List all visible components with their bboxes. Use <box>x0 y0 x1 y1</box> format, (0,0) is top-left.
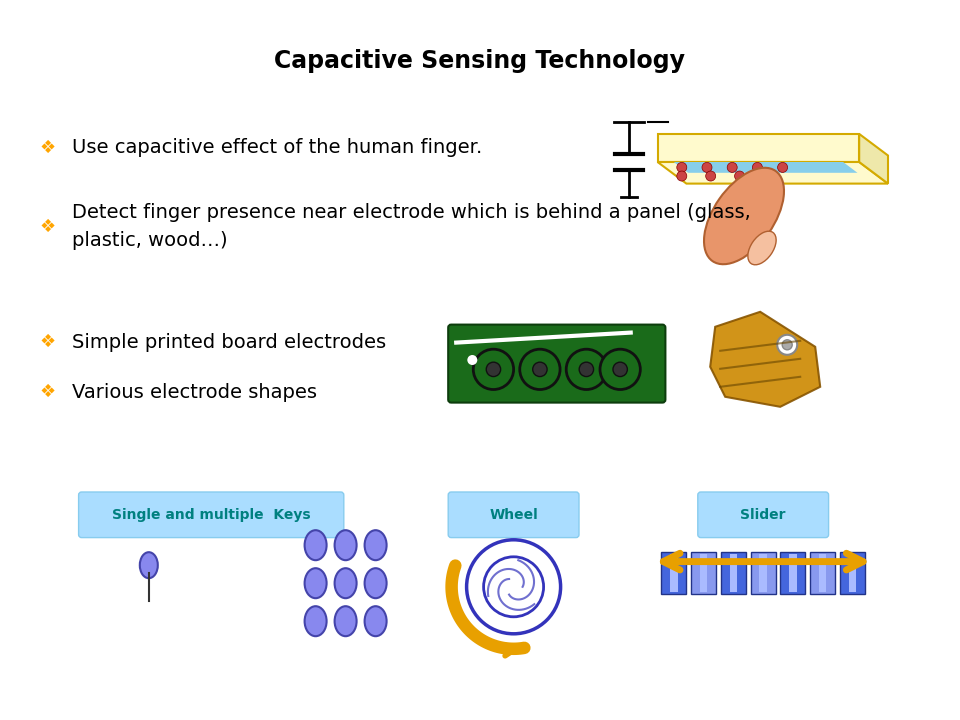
FancyBboxPatch shape <box>840 552 865 594</box>
FancyBboxPatch shape <box>698 492 828 538</box>
FancyBboxPatch shape <box>721 552 746 594</box>
FancyBboxPatch shape <box>810 552 835 594</box>
Ellipse shape <box>335 530 356 560</box>
Ellipse shape <box>304 568 326 598</box>
Circle shape <box>778 335 797 355</box>
Circle shape <box>778 163 787 172</box>
Polygon shape <box>658 162 888 184</box>
Ellipse shape <box>304 530 326 560</box>
Circle shape <box>612 362 628 377</box>
Circle shape <box>706 171 716 181</box>
Ellipse shape <box>365 530 387 560</box>
Ellipse shape <box>304 606 326 636</box>
Circle shape <box>473 349 514 390</box>
Circle shape <box>753 163 762 172</box>
Text: Capacitive Sensing Technology: Capacitive Sensing Technology <box>275 49 685 73</box>
Circle shape <box>727 163 737 172</box>
Circle shape <box>533 362 547 377</box>
Ellipse shape <box>335 568 356 598</box>
FancyBboxPatch shape <box>670 554 678 592</box>
Ellipse shape <box>140 552 157 578</box>
Ellipse shape <box>748 231 776 265</box>
FancyBboxPatch shape <box>448 492 579 538</box>
FancyBboxPatch shape <box>759 554 767 592</box>
Text: Detect finger presence near electrode which is behind a panel (glass,
plastic, w: Detect finger presence near electrode wh… <box>72 203 751 251</box>
Ellipse shape <box>365 568 387 598</box>
Circle shape <box>763 171 774 181</box>
Circle shape <box>468 355 477 365</box>
Text: Slider: Slider <box>740 508 786 522</box>
Polygon shape <box>674 162 857 173</box>
FancyBboxPatch shape <box>789 554 797 592</box>
Text: Simple printed board electrodes: Simple printed board electrodes <box>72 333 386 351</box>
Text: ❖: ❖ <box>40 383 56 401</box>
Polygon shape <box>859 134 888 184</box>
Ellipse shape <box>365 606 387 636</box>
Text: ❖: ❖ <box>40 138 56 157</box>
Text: Wheel: Wheel <box>490 508 538 522</box>
Text: ❖: ❖ <box>40 217 56 235</box>
Circle shape <box>519 349 560 390</box>
Circle shape <box>579 362 593 377</box>
Circle shape <box>782 340 792 350</box>
Text: ❖: ❖ <box>40 333 56 351</box>
FancyBboxPatch shape <box>780 552 805 594</box>
Circle shape <box>677 171 686 181</box>
Text: Use capacitive effect of the human finger.: Use capacitive effect of the human finge… <box>72 138 482 157</box>
FancyBboxPatch shape <box>661 552 686 594</box>
Polygon shape <box>710 312 820 407</box>
Text: Single and multiple  Keys: Single and multiple Keys <box>112 508 310 522</box>
Circle shape <box>677 163 686 172</box>
FancyBboxPatch shape <box>448 325 665 402</box>
Circle shape <box>486 362 501 377</box>
Ellipse shape <box>335 606 356 636</box>
FancyBboxPatch shape <box>79 492 344 538</box>
FancyBboxPatch shape <box>691 552 716 594</box>
Circle shape <box>566 349 607 390</box>
Polygon shape <box>658 134 859 162</box>
Circle shape <box>600 349 640 390</box>
Text: Various electrode shapes: Various electrode shapes <box>72 383 317 402</box>
FancyBboxPatch shape <box>730 554 737 592</box>
FancyBboxPatch shape <box>751 552 776 594</box>
Circle shape <box>734 171 745 181</box>
Ellipse shape <box>704 168 784 264</box>
FancyBboxPatch shape <box>849 554 856 592</box>
Circle shape <box>702 163 712 172</box>
FancyBboxPatch shape <box>819 554 827 592</box>
FancyBboxPatch shape <box>700 554 708 592</box>
